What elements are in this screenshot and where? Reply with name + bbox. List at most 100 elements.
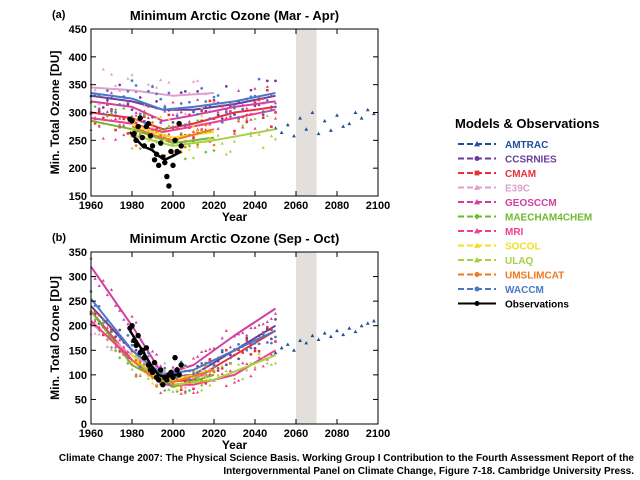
legend-item-geosccm: GEOSCCM <box>458 198 557 209</box>
model-point <box>216 133 220 137</box>
model-point <box>101 112 105 116</box>
model-point <box>118 328 122 332</box>
model-point <box>245 336 249 340</box>
x-tick-label: 1960 <box>79 200 103 212</box>
legend-label: CMAM <box>505 169 536 180</box>
x-tick-label: 2100 <box>366 428 390 440</box>
model-point <box>204 374 208 377</box>
model-point <box>114 137 118 141</box>
model-point <box>257 98 261 102</box>
legend-label: Observations <box>505 300 569 311</box>
model-point <box>241 361 245 365</box>
model-point <box>229 115 232 119</box>
model-point <box>134 121 138 125</box>
model-point <box>253 367 257 371</box>
model-point <box>171 390 175 393</box>
model-point <box>225 348 228 352</box>
y-tick-label: 100 <box>69 370 87 382</box>
chart-panel-b: 1960 1980 2000 2020 2040 2060 2080 2100 0 50 100 15… <box>48 231 390 452</box>
model-point <box>126 132 130 135</box>
model-point <box>134 113 138 117</box>
model-point <box>274 111 277 114</box>
legend-item-waccm: WACCM <box>458 285 544 296</box>
model-point <box>266 326 269 329</box>
model-point <box>192 136 195 140</box>
model-point <box>142 363 146 366</box>
model-point <box>130 79 134 82</box>
model-point <box>200 388 204 392</box>
model-point <box>261 332 265 336</box>
y-tick-label: 0 <box>81 419 87 431</box>
chart-panel-a: 1960 1980 2000 2020 2040 2060 2080 2100 150 200 25… <box>48 8 390 224</box>
model-point <box>109 333 114 337</box>
legend-marker <box>474 300 480 307</box>
model-point <box>196 145 200 149</box>
model-point <box>228 110 232 114</box>
model-point <box>163 105 167 109</box>
panel-label: (a) <box>52 9 66 21</box>
model-point <box>237 116 240 120</box>
data-point-amtrac <box>322 331 327 335</box>
model-point <box>200 109 203 113</box>
legend-item-amtrac: AMTRAC <box>458 140 548 151</box>
model-point <box>220 336 224 340</box>
x-tick-label: 2020 <box>202 200 226 212</box>
y-tick-label: 250 <box>69 135 87 147</box>
model-point <box>245 362 249 366</box>
model-point <box>224 328 228 332</box>
data-point-observations <box>176 120 182 127</box>
data-point-amtrac <box>328 128 333 132</box>
data-point-amtrac <box>341 332 346 337</box>
model-point <box>237 362 241 366</box>
model-point <box>147 104 150 108</box>
model-point <box>200 350 204 353</box>
series-amtrac <box>273 107 376 138</box>
legend-label: AMTRAC <box>505 140 548 151</box>
ozone-chart-figure: 1960 1980 2000 2020 2040 2060 2080 210015020025… <box>48 8 599 452</box>
model-point <box>216 94 220 97</box>
model-point <box>171 120 175 124</box>
model-point <box>159 391 163 395</box>
legend-marker <box>474 257 480 263</box>
series-line-observations <box>128 329 182 379</box>
legend-label: MAECHAM4CHEM <box>505 213 592 224</box>
model-point <box>196 390 200 394</box>
model-point <box>105 114 109 118</box>
model-point <box>200 127 204 131</box>
model-point <box>114 345 118 348</box>
model-point <box>245 368 249 372</box>
model-point <box>105 345 109 349</box>
data-point-amtrac <box>347 121 352 126</box>
series-line-cmam <box>90 105 276 131</box>
model-point <box>224 152 228 156</box>
model-point <box>130 352 134 356</box>
model-point <box>146 373 150 377</box>
model-point <box>163 368 167 372</box>
model-point <box>212 370 216 374</box>
model-point <box>163 138 167 142</box>
model-point <box>237 88 241 92</box>
model-point <box>122 117 126 121</box>
model-point <box>200 373 204 377</box>
model-point <box>233 106 236 110</box>
model-point <box>241 123 245 127</box>
model-point <box>167 113 171 117</box>
model-point <box>101 136 105 140</box>
x-tick-label: 2080 <box>325 200 349 212</box>
model-point <box>249 374 253 378</box>
model-point <box>122 317 126 321</box>
legend-label: GEOSCCM <box>505 198 557 209</box>
model-point <box>146 82 150 86</box>
model-point <box>106 89 109 92</box>
model-point <box>237 117 241 121</box>
data-point-observations <box>143 345 150 351</box>
data-point-observations <box>178 143 184 149</box>
model-point <box>142 113 146 117</box>
model-point <box>114 349 118 353</box>
panel-label: (b) <box>52 232 66 244</box>
model-point <box>183 157 187 161</box>
model-point <box>228 345 232 349</box>
data-point-observations <box>129 118 135 124</box>
model-point <box>273 361 278 365</box>
model-point <box>237 378 241 382</box>
